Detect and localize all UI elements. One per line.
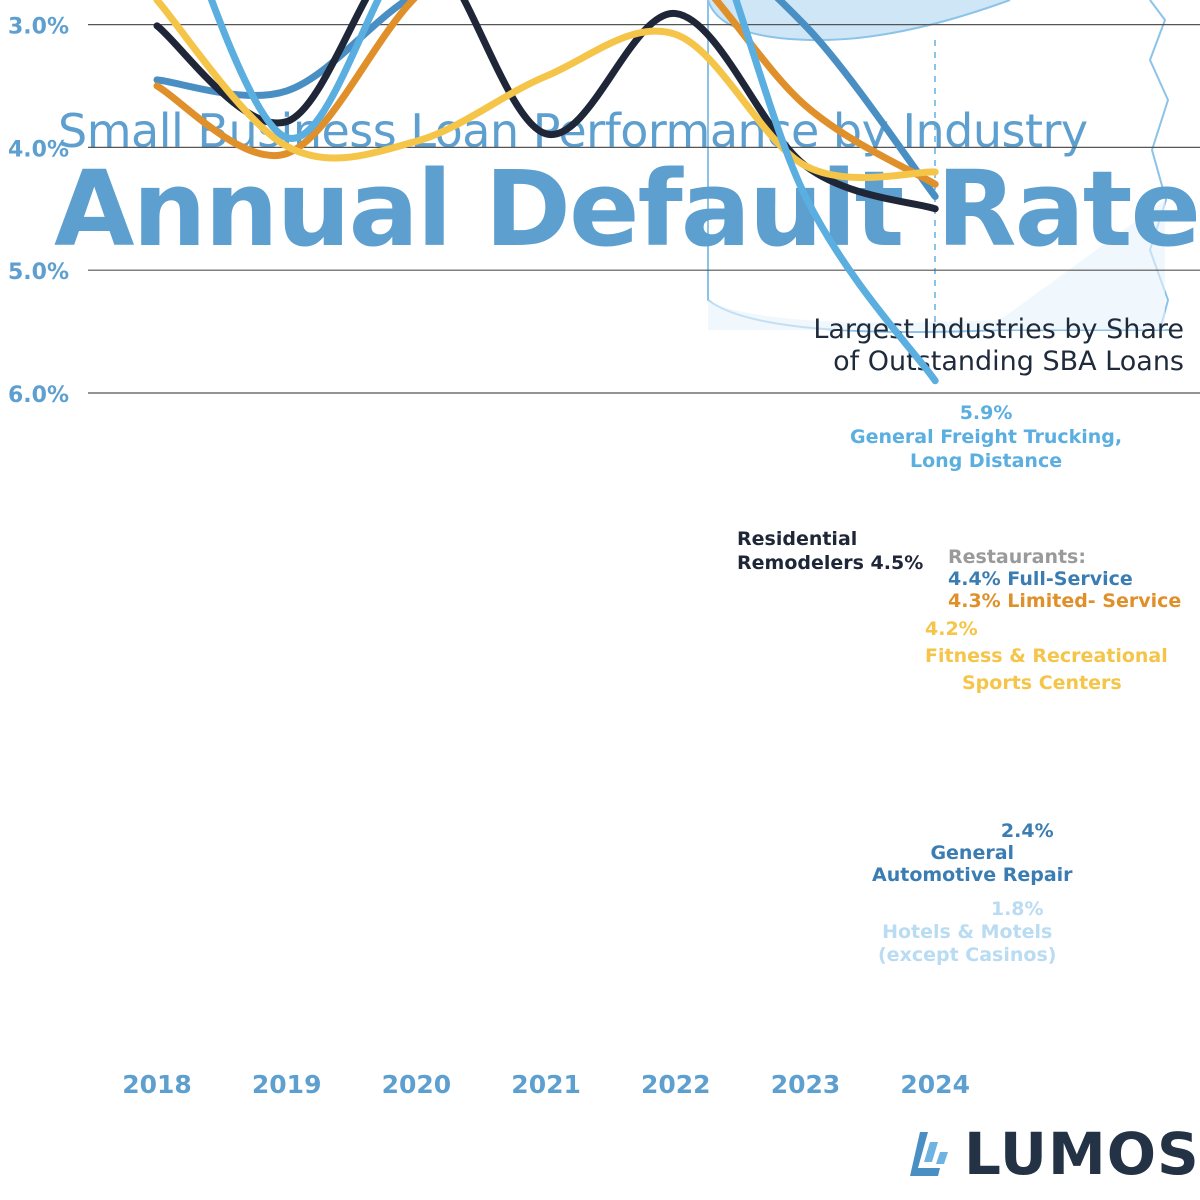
annotation-label: General [930, 842, 1015, 864]
annotation-hotels: 1.8% Hotels & Motels (except Casinos) [878, 898, 1056, 967]
series-line [207, 0, 939, 385]
brand-name: LUMOS [964, 1120, 1200, 1188]
y-tick-label: 5.0% [8, 260, 69, 285]
legend-title-line: of Outstanding SBA Loans [833, 346, 1184, 377]
annotation-label: Long Distance [910, 450, 1063, 472]
y-tick-label: 4.0% [8, 137, 69, 162]
annotation-label: Residential [737, 528, 858, 550]
annotation-value: 2.4% [1000, 820, 1054, 842]
series-line [153, 0, 939, 213]
annotation-label: Sports Centers [962, 672, 1122, 694]
annotation-label: General Freight Trucking, [850, 426, 1123, 448]
annotation-auto: 2.4% General Automotive Repair [872, 820, 1073, 886]
annotation-label: Remodelers 4.5% [737, 552, 924, 574]
annotation-remodelers: Residential Remodelers 4.5% [737, 527, 923, 575]
series-line [153, 0, 939, 201]
chart-title: Annual Default Rates [54, 148, 1200, 270]
line-chart: 1.0%2.0%3.0%4.0%5.0%6.0%2018201920202021… [8, 0, 1200, 1099]
lumos-logo: LUMOS [910, 1120, 1200, 1188]
x-tick-label: 2021 [511, 1070, 581, 1099]
annotation-value: 4.2% [925, 618, 978, 640]
x-tick-label: 2024 [900, 1070, 970, 1099]
x-tick-label: 2018 [122, 1070, 192, 1099]
chart-subtitle: Small Business Loan Performance by Indus… [58, 104, 1088, 158]
x-tick-label: 2020 [382, 1070, 452, 1099]
annotation-trucking: 5.9% General Freight Trucking, Long Dist… [850, 401, 1122, 473]
lumos-logo-icon [910, 1132, 948, 1176]
annotation-label: Fitness & Recreational [925, 645, 1168, 667]
annotation-label: Hotels & Motels [882, 921, 1053, 943]
annotation-fitness: 4.2% Fitness & Recreational Sports Cente… [925, 616, 1168, 697]
series-line [153, 0, 939, 182]
x-tick-label: 2019 [252, 1070, 322, 1099]
legend-title: Largest Industries by Share of Outstandi… [813, 314, 1184, 378]
series-line [153, 0, 939, 188]
annotation-label: 4.3% Limited- Service [948, 590, 1182, 612]
annotation-label: Automotive Repair [872, 864, 1073, 886]
annotation-label: 4.4% Full-Service [948, 568, 1133, 590]
annotation-value: 1.8% [990, 898, 1044, 920]
x-tick-label: 2023 [771, 1070, 841, 1099]
annotation-label: (except Casinos) [878, 944, 1057, 966]
legend-title-line: Largest Industries by Share [813, 314, 1184, 345]
annotation-restaurants: Restaurants: 4.4% Full-Service 4.3% Limi… [948, 546, 1181, 612]
x-tick-label: 2022 [641, 1070, 711, 1099]
y-tick-label: 6.0% [8, 383, 69, 408]
y-tick-label: 3.0% [8, 15, 69, 40]
annotation-value: 5.9% [959, 402, 1013, 424]
annotation-label: Restaurants: [948, 546, 1086, 568]
